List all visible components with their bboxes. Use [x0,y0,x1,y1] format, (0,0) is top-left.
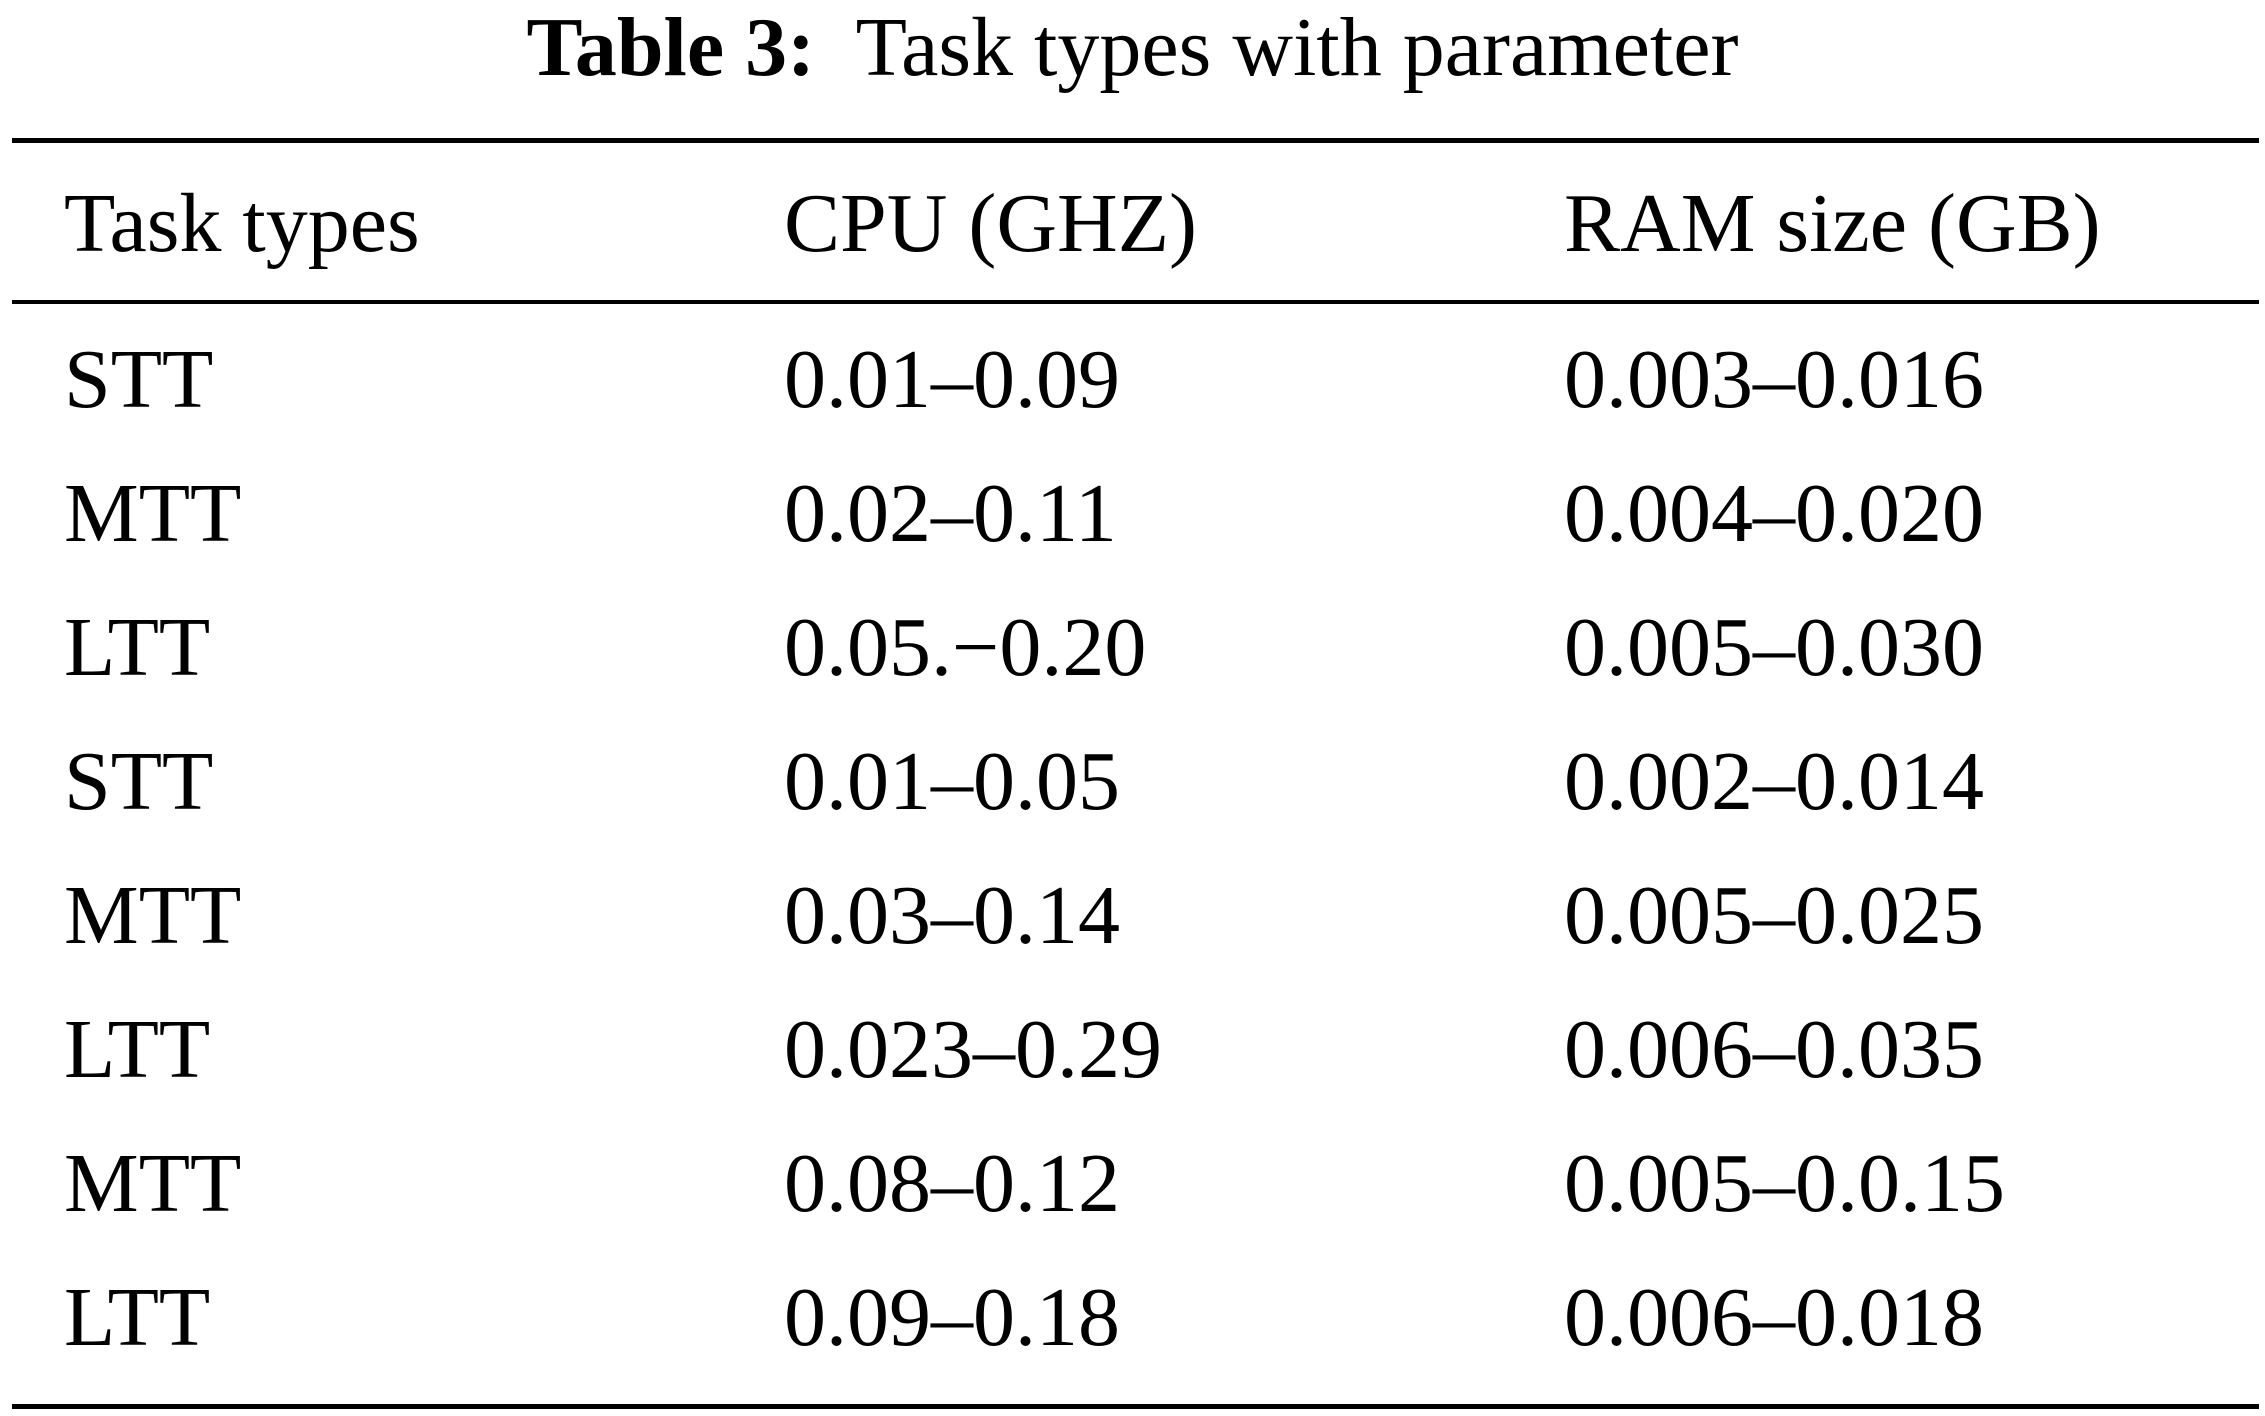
table-cell-cpu: 0.09–0.18 [784,1271,1120,1364]
table-top-rule [12,138,2259,143]
table-cell-cpu: 0.05.−0.20 [784,601,1147,694]
table-cell-ram: 0.002–0.014 [1564,735,1984,828]
table-cell-task-type: LTT [64,1271,211,1364]
table-cell-cpu: 0.023–0.29 [784,1003,1162,1096]
table-cell-task-type: MTT [64,1137,242,1230]
table-cell-ram: 0.005–0.0.15 [1564,1137,2005,1230]
table-cell-task-type: LTT [64,601,211,694]
table-bottom-rule [12,1404,2259,1409]
table-caption: Table 3: Task types with parameter [0,0,2265,100]
table-cell-ram: 0.005–0.030 [1564,601,1984,694]
table-cell-task-type: STT [64,735,214,828]
column-header-cpu: CPU (GHZ) [784,177,1197,270]
table-cell-ram: 0.006–0.018 [1564,1271,1984,1364]
table-cell-cpu: 0.08–0.12 [784,1137,1120,1230]
table-cell-ram: 0.004–0.020 [1564,467,1984,560]
table-cell-cpu: 0.01–0.09 [784,333,1120,426]
table-cell-cpu: 0.01–0.05 [784,735,1120,828]
table-header-rule [12,300,2259,304]
column-header-ram-size: RAM size (GB) [1564,177,2101,270]
table-cell-ram: 0.003–0.016 [1564,333,1984,426]
table-cell-task-type: LTT [64,1003,211,1096]
table-cell-task-type: MTT [64,467,242,560]
column-header-task-types: Task types [64,177,420,270]
table-cell-task-type: STT [64,333,214,426]
table-cell-ram: 0.006–0.035 [1564,1003,1984,1096]
table-cell-cpu: 0.02–0.11 [784,467,1117,560]
table-cell-task-type: MTT [64,869,242,962]
table-caption-text: Task types with parameter [855,1,1739,94]
table-caption-label: Table 3: [526,1,816,94]
table-cell-ram: 0.005–0.025 [1564,869,1984,962]
table-cell-cpu: 0.03–0.14 [784,869,1120,962]
